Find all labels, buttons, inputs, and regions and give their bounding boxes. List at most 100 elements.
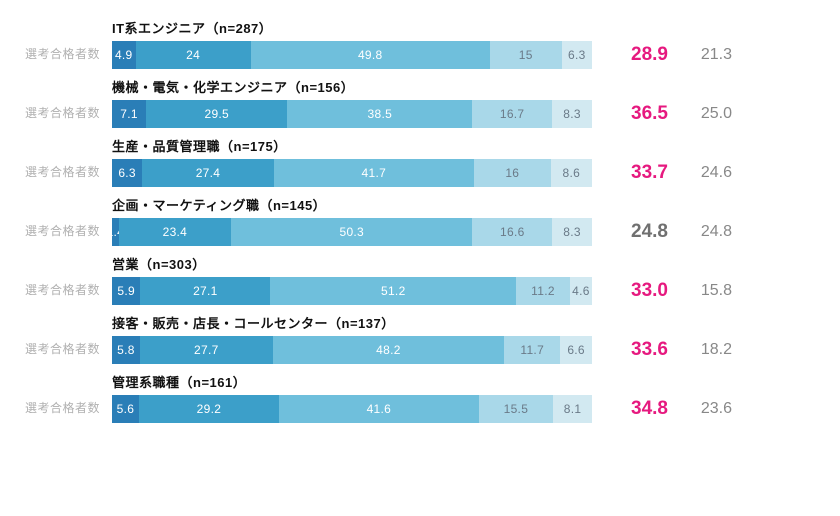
row-value-primary: 34.8 [600,398,670,420]
bar-segment: 49.8 [251,41,490,69]
chart-row: 企画・マーケティング職（n=145）選考合格者数1.423.450.316.68… [22,195,818,246]
row-body: 選考合格者数 6.3 27.4 41.7 16 8.6 33.7 24.6 [22,159,818,187]
chart-row: 管理系職種（n=161） 選考合格者数 5.6 29.2 41.6 15.5 8.1 34.8… [22,372,818,423]
row-value-primary: 28.9 [600,44,670,66]
bar-segment: 16.7 [472,100,552,128]
segment-value: 50.3 [339,225,364,239]
segment-value: 6.6 [567,343,585,357]
segment-value: 24 [186,48,200,62]
bar-segment: 24 [136,41,251,69]
segment-value: 5.8 [117,343,135,357]
segment-value: 16 [505,166,519,180]
segment-value: 49.8 [358,48,383,62]
segment-value: 6.3 [118,166,136,180]
chart-row: 生産・品質管理職（n=175） 選考合格者数 6.3 27.4 41.7 16 8.6 33.… [22,136,818,187]
bar-segment: 11.7 [504,336,560,364]
segment-value: 29.5 [204,107,229,121]
bar-segment: 29.5 [146,100,287,128]
bar-segment: 4.6 [570,277,592,305]
row-value-secondary: 24.6 [678,164,732,182]
stacked-bar: 7.1 29.5 38.5 16.7 8.3 [112,100,592,128]
bar-segment: 6.6 [560,336,592,364]
row-body: 選考合格者数5.827.748.211.76.633.618.2 [22,336,818,364]
bar-segment: 5.6 [112,395,139,423]
bar-segment: 15.5 [479,395,553,423]
row-value-secondary: 24.8 [678,223,732,241]
row-value-secondary: 23.6 [678,400,732,418]
segment-value: 5.9 [117,284,135,298]
stacked-bar: 6.3 27.4 41.7 16 8.6 [112,159,592,187]
segment-value: 41.6 [367,402,392,416]
stacked-bar: 5.6 29.2 41.6 15.5 8.1 [112,395,592,423]
segment-value: 38.5 [368,107,393,121]
segment-value: 4.6 [572,284,590,298]
row-value-secondary: 15.8 [678,282,732,300]
bar-segment: 5.9 [112,277,140,305]
segment-value: 51.2 [381,284,406,298]
stacked-bar: 4.9 24 49.8 15 6.3 [112,41,592,69]
segment-value: 16.7 [500,107,525,121]
stacked-bar: 1.4 23.4 50.3 16.68.3 [112,218,592,246]
bar-segment: 16 [474,159,551,187]
segment-value: 5.6 [117,402,135,416]
bar-segment: 27.7 [140,336,273,364]
bar-segment: 8.3 [552,100,592,128]
bar-segment: 6.3 [112,159,142,187]
segment-value: 23.4 [163,225,188,239]
row-title: 営業（n=303） [112,254,818,273]
bar-segment: 6.3 [562,41,592,69]
chart-row: 機械・電気・化学エンジニア（n=156）選考合格者数7.129.538.516.… [22,77,818,128]
row-left-label: 選考合格者数 [22,399,104,420]
bar-segment: 1.4 [112,218,119,246]
chart-row: 営業（n=303） 選考合格者数 5.9 27.1 51.2 11.2 4.6 33.0 15.… [22,254,818,305]
row-title: 生産・品質管理職（n=175） [112,136,818,155]
row-body: 選考合格者数4.92449.8156.328.921.3 [22,41,818,69]
row-title: 管理系職種（n=161） [112,372,818,391]
bar-segment: 27.4 [142,159,274,187]
row-body: 選考合格者数1.423.450.316.68.324.824.8 [22,218,818,246]
segment-value: 27.4 [196,166,221,180]
row-value-secondary: 25.0 [678,105,732,123]
row-body: 選考合格者数 5.6 29.2 41.6 15.5 8.1 34.8 23.6 [22,395,818,423]
segment-value: 8.6 [563,166,581,180]
row-value-secondary: 18.2 [678,341,732,359]
bar-segment: 8.3 [552,218,592,246]
segment-value: 6.3 [568,48,586,62]
bar-segment: 23.4 [119,218,231,246]
segment-value: 27.7 [194,343,219,357]
bar-segment: 15 [490,41,562,69]
bar-segment: 5.8 [112,336,140,364]
segment-value: 8.1 [564,402,582,416]
bar-segment: 7.1 [112,100,146,128]
row-value-primary: 33.7 [600,162,670,184]
row-value-primary: 36.5 [600,103,670,125]
bar-segment: 29.2 [139,395,279,423]
chart-row: IT系エンジニア（n=287） 選考合格者数 4.9 24 49.8 15 6.3 28.9 2… [22,18,818,69]
row-body: 選考合格者数7.129.538.516.78.336.525.0 [22,100,818,128]
bar-segment: 16.6 [472,218,552,246]
row-left-label: 選考合格者数 [22,45,104,66]
chart-row: 接客・販売・店長・コールセンター（n=137）選考合格者数5.827.748.2… [22,313,818,364]
segment-value: 27.1 [193,284,218,298]
stacked-bar-chart: IT系エンジニア（n=287） 選考合格者数 4.9 24 49.8 15 6.3 28.9 2… [22,18,818,423]
bar-segment: 27.1 [140,277,270,305]
segment-value: 8.3 [563,107,581,121]
bar-segment: 41.6 [279,395,479,423]
bar-segment: 4.9 [112,41,136,69]
row-left-label: 選考合格者数 [22,281,104,302]
row-title: IT系エンジニア（n=287） [112,18,818,37]
bar-segment: 8.1 [553,395,592,423]
row-body: 選考合格者数 5.9 27.1 51.2 11.2 4.6 33.0 15.8 [22,277,818,305]
bar-segment: 41.7 [274,159,474,187]
row-value-primary: 33.0 [600,280,670,302]
segment-value: 29.2 [197,402,222,416]
bar-segment: 50.3 [231,218,472,246]
segment-value: 11.2 [531,284,555,298]
bar-segment: 8.6 [551,159,592,187]
bar-segment: 38.5 [287,100,472,128]
segment-value: 41.7 [362,166,387,180]
row-left-label: 選考合格者数 [22,340,104,361]
row-value-primary: 33.6 [600,339,670,361]
row-left-label: 選考合格者数 [22,163,104,184]
stacked-bar: 5.827.748.211.76.6 [112,336,592,364]
